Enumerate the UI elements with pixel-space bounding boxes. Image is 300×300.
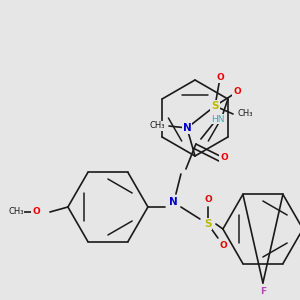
- Text: N: N: [183, 123, 191, 133]
- Text: CH₃: CH₃: [237, 110, 253, 118]
- Text: O: O: [233, 88, 241, 97]
- Text: F: F: [260, 286, 266, 296]
- Text: HN: HN: [211, 115, 225, 124]
- Text: S: S: [204, 219, 212, 229]
- Text: O: O: [216, 74, 224, 82]
- Text: O: O: [204, 194, 212, 203]
- Text: CH₃: CH₃: [149, 122, 165, 130]
- Text: O: O: [219, 242, 227, 250]
- Text: N: N: [169, 197, 177, 207]
- Text: O: O: [220, 154, 228, 163]
- Text: CH₃: CH₃: [8, 208, 24, 217]
- Text: S: S: [211, 101, 219, 111]
- Text: O: O: [32, 208, 40, 217]
